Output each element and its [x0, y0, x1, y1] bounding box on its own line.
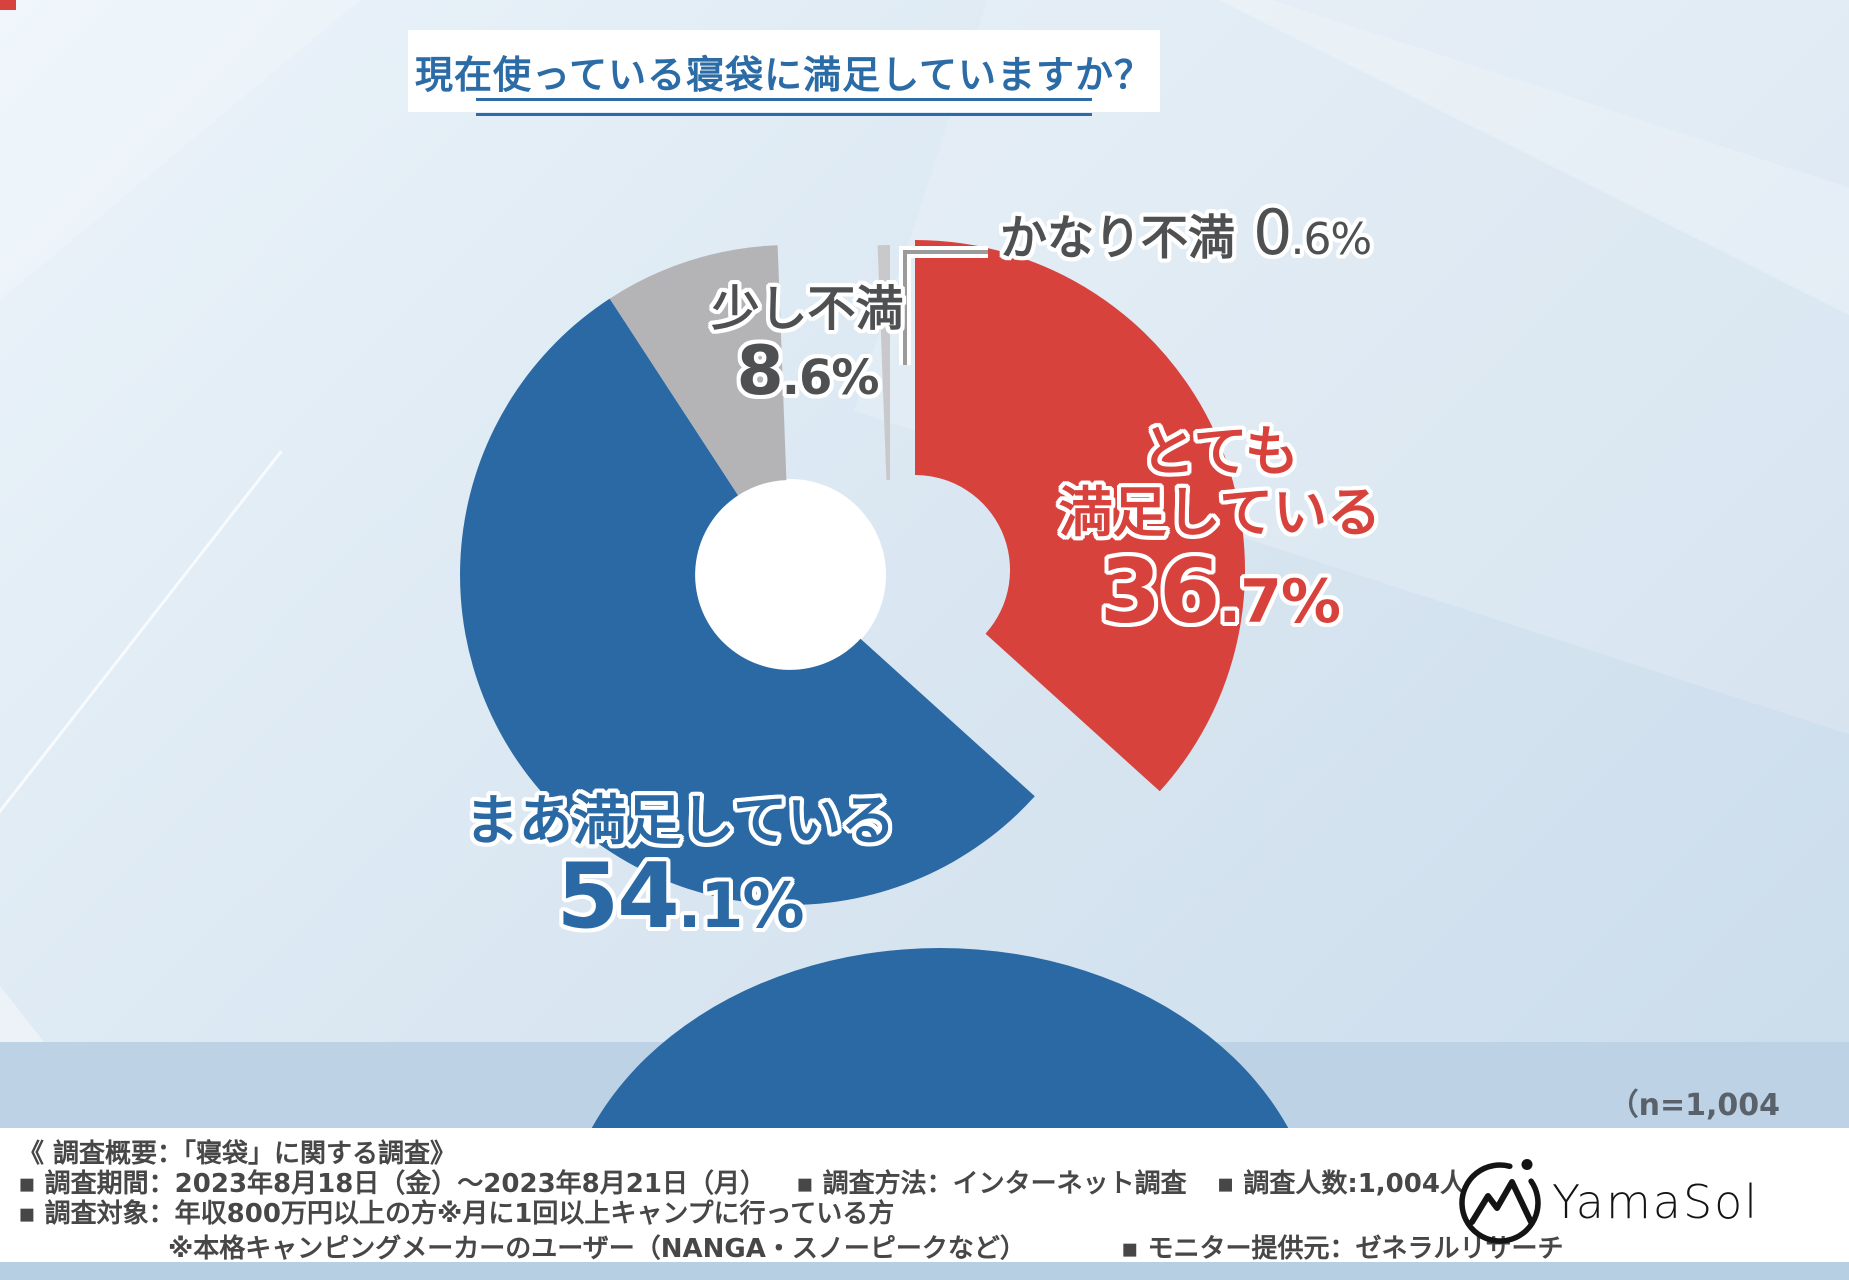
- leader-line: [903, 250, 988, 365]
- pie-segment-somewhat-satisfied: [460, 298, 1035, 905]
- logo-wordmark: YamaSol: [1552, 1175, 1759, 1229]
- label-very-dissatisfied-row: かなり不満 0.6%: [1000, 196, 1372, 269]
- pie-segment-slightly-dissatisfied: [609, 245, 787, 496]
- pie-segment-very-satisfied: [915, 240, 1246, 792]
- label-very-satisfied-line2: 満足している: [1058, 481, 1382, 544]
- mountain-circle-icon: [1459, 1159, 1541, 1244]
- survey-respondents: ▪ 調査人数:1,004人: [1216, 1169, 1466, 1199]
- survey-line2: ▪ 調査期間：2023年8月18日（金）～2023年8月21日（月） ▪ 調査方…: [18, 1163, 1466, 1200]
- survey-target: ▪ 調査対象：年収800万円以上の方※月に1回以上キャンプに行っている方: [18, 1199, 895, 1229]
- title-double-underline: [476, 98, 1092, 116]
- yamasol-logo: YamaSol: [1459, 1159, 1759, 1244]
- survey-period: ▪ 調査期間：2023年8月18日（金）～2023年8月21日（月）: [18, 1169, 766, 1199]
- survey-target-note: ※本格キャンピングメーカーのユーザー（NANGA・スノーピークなど）: [168, 1234, 1026, 1264]
- footer-band: [0, 1128, 1849, 1262]
- value-very-satisfied: 36.7%: [1099, 540, 1341, 643]
- survey-overview: 《 調査概要：「寝袋」に関する調査》: [18, 1139, 457, 1169]
- label-somewhat-satisfied: まあ満足している: [464, 789, 896, 852]
- survey-method: ▪ 調査方法：インターネット調査: [795, 1169, 1187, 1199]
- value-very-dissatisfied: 0.6%: [1253, 196, 1372, 269]
- footer-bottom-strip: [0, 1262, 1849, 1280]
- survey-line4: ※本格キャンピングメーカーのユーザー（NANGA・スノーピークなど） ▪ モニタ…: [168, 1228, 1564, 1265]
- label-very-satisfied-line1: とても: [1141, 420, 1299, 483]
- pie-segment-very-dissatisfied: [877, 244, 890, 481]
- value-slightly-dissatisfied: 8.6%: [736, 332, 879, 411]
- page-title: 現在使っている寝袋に満足していますか？: [415, 52, 1153, 97]
- donut-hole: [694, 479, 886, 671]
- label-very-dissatisfied: かなり不満: [1000, 211, 1235, 266]
- value-somewhat-satisfied: 54.1%: [556, 844, 804, 949]
- label-slightly-dissatisfied: 少し不満: [711, 281, 904, 337]
